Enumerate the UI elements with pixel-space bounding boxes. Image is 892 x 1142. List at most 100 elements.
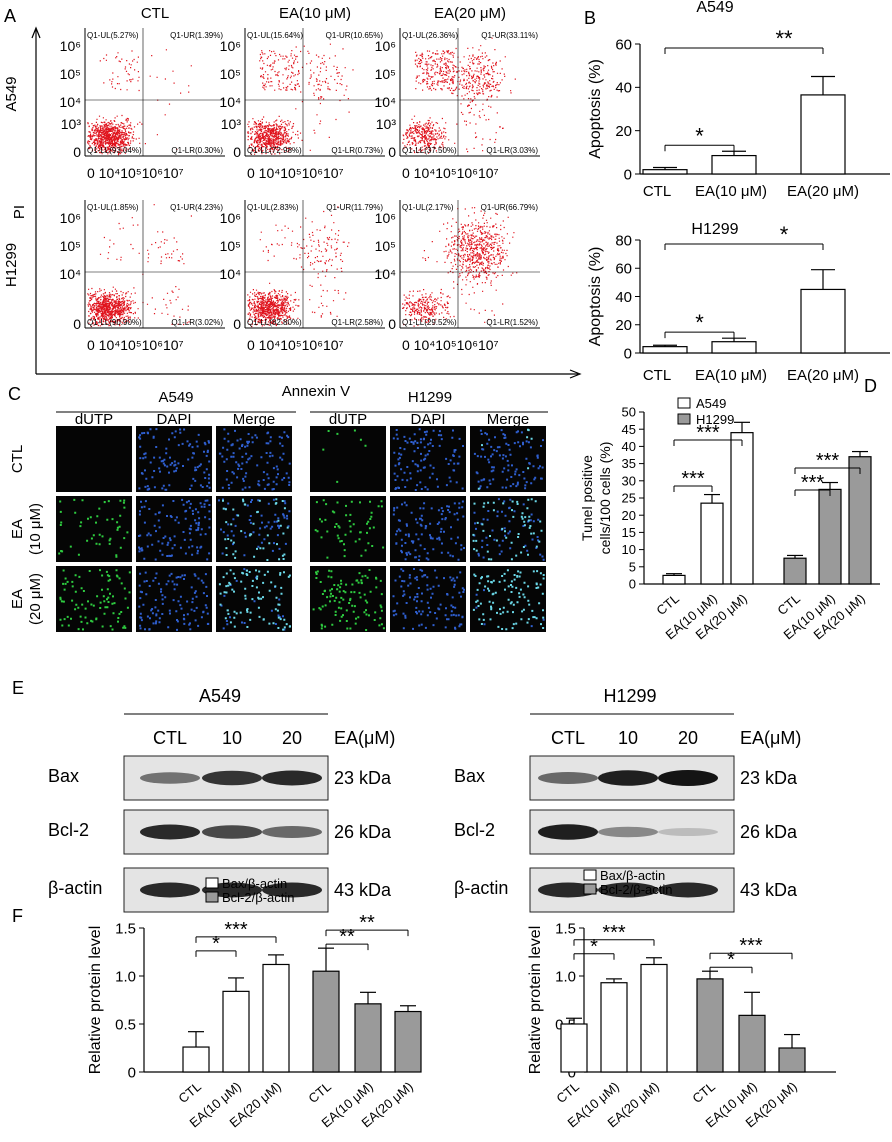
panel-c-row-label: (10 μM) [27,503,44,555]
bar-chart-y-tick-label: 60 [615,261,632,278]
microscopy-image-bg [390,496,466,562]
western-blot-band [538,772,598,784]
bar-chart-category-label: EA(10 μM) [695,367,767,384]
legend-label-h1299: H1299 [696,412,734,427]
western-blot-protein-label: Bcl-2 [454,820,495,840]
bar-chart-y-label: cells/100 cells (%) [597,442,613,555]
significance-label: *** [696,422,720,444]
western-blot-lane-label: 10 [618,728,638,748]
panel-a-row-label-h1299: H1299 [3,243,20,287]
western-blot-unit-label: EA(μM) [334,728,395,748]
flow-plot-y-tick: 0 [388,316,396,332]
bar-chart-category-label: EA(20 μM) [787,183,859,200]
flow-quadrant-ur-label: Q1-UR(4.23%) [170,203,223,212]
bar [662,574,686,585]
flow-quadrant-lr-label: Q1-LR(3.02%) [171,318,223,327]
western-blot-band [262,826,322,838]
flow-plot-y-tick: 10⁶ [375,210,396,226]
flow-quadrant-ll-label: Q1-LL(37.50%) [402,146,457,155]
flow-plot: 10⁶ 10⁵ 10⁴ 10³ 0 0 10⁴10⁵10⁶10⁷ Q1-UL(5.27%) Q… [59,28,225,181]
western-blot-band [262,770,322,786]
significance-label: * [727,949,735,971]
bar [778,1047,806,1073]
flow-quadrant-lr-label: Q1-LR(0.73%) [331,146,383,155]
western-blot-band [262,882,322,898]
panel-a-row-label-a549: A549 [3,76,20,111]
panel-a-condition-label: EA(20 μM) [434,5,506,22]
microscopy-image [136,426,212,492]
bar-chart-y-tick-label: 60 [615,36,632,53]
bar [738,1014,766,1073]
microscopy-merge-signal [472,569,545,631]
flow-quadrant-ll-label: Q1-LL(93.04%) [87,146,142,155]
flow-plot-y-tick: 10⁴ [59,266,81,282]
bar [354,1003,382,1073]
bar-chart-y-tick-label: 1.0 [555,968,576,985]
microscopy-image [216,496,292,562]
flow-quadrant-ul-label: Q1-UL(5.27%) [87,31,139,40]
flow-plot-y-tick: 0 [233,144,241,160]
bar-chart-category-label: CTL [305,1079,333,1106]
flow-quadrant-ll-label: Q1-LL(29.52%) [402,318,457,327]
microscopy-dapi-signal [220,568,286,631]
significance-label: *** [801,472,825,494]
significance-label: *** [816,450,840,472]
flow-plot-y-tick: 10³ [61,116,82,132]
microscopy-image-bg [56,426,132,492]
microscopy-dapi-signal [392,428,464,491]
microscopy-image-bg [470,426,546,492]
microscopy-dapi-signal [473,429,544,490]
bar-chart-title: H1299 [691,221,738,238]
microscopy-image [136,566,212,632]
legend-label-a549: A549 [696,396,726,411]
flow-quadrant-lr-label: Q1-LR(2.58%) [331,318,383,327]
microscopy-dutp-signal [58,498,129,558]
bar [642,169,688,175]
bar-chart-y-tick-label: 0 [128,1064,136,1081]
bar [312,970,340,1073]
western-blot-band [538,882,598,898]
panel-letter-f: F [12,906,23,926]
panel-c-stain-label: DAPI [410,411,445,428]
flow-plot-y-tick: 10³ [221,116,242,132]
microscopy-image [56,566,132,632]
bar-chart-category-label: CTL [643,367,671,384]
flow-plot-y-tick: 10⁶ [60,210,81,226]
bar [222,990,250,1073]
flow-plot-events [247,206,350,328]
panel-d-tunel-bars: Tunel positive cells/100 cells (%) 0 5 10 15 2… [579,396,880,642]
significance-label: * [590,936,598,958]
flow-quadrant-ur-label: Q1-UR(11.79%) [326,203,383,212]
flow-plot-y-tick: 10⁵ [60,66,81,82]
flow-quadrant-ur-label: Q1-UR(33.11%) [481,31,538,40]
bar-chart-y-tick-label: 35 [622,456,636,471]
western-blot-band [658,882,718,898]
panel-d-chart: Tunel positive cells/100 cells (%) 0 5 10 15 2… [579,396,880,642]
microscopy-dapi-signal [138,571,210,631]
western-blot-band [598,882,658,898]
bar-chart-y-tick-label: 20 [622,508,636,523]
legend-swatch-bcl2 [583,883,597,895]
legend-swatch-bax [205,877,219,889]
flow-plot-y-tick: 10⁴ [374,266,396,282]
flow-plot-y-tick: 10⁶ [220,38,241,54]
flow-quadrant-ul-label: Q1-UL(2.17%) [402,203,454,212]
microscopy-image [310,426,386,492]
flow-quadrant-ll-label: Q1-LL(72.98%) [247,146,302,155]
microscopy-image-bg [136,496,212,562]
bar-chart-y-tick-label: 40 [615,289,632,306]
bar-chart-y-tick-label: 1.5 [115,920,136,937]
panel-c-row-label: EA [9,519,26,539]
bar-chart-y-label: Relative protein level [527,926,544,1075]
microscopy-image-bg [136,426,212,492]
bar-chart-y-label: Apoptosis (%) [587,247,604,347]
flow-quadrant-ur-label: Q1-UR(1.39%) [170,31,223,40]
flow-plot-y-tick: 10⁴ [59,94,81,110]
flow-quadrant-lr-label: Q1-LR(1.52%) [486,318,538,327]
western-blot-title: H1299 [603,686,656,706]
western-blot-title: A549 [199,686,241,706]
flow-plot-y-tick: 10⁶ [60,38,81,54]
microscopy-image [470,426,546,492]
microscopy-image-bg [390,426,466,492]
